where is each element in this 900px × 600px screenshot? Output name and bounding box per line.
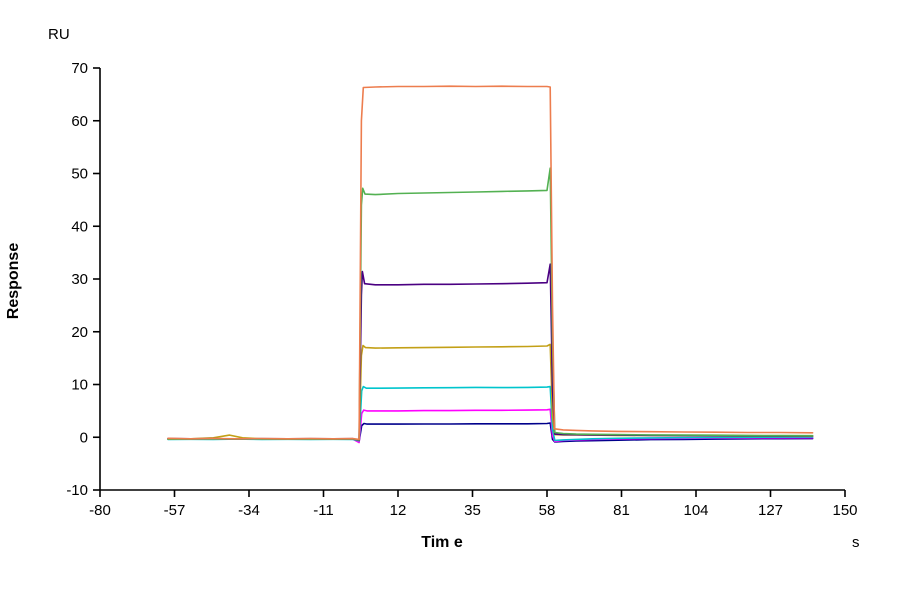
series-plateau-17-RU (167, 343, 814, 442)
y-tick-label: 50 (71, 166, 88, 183)
x-tick-label: 104 (683, 502, 708, 519)
x-axis-title: Tim e (421, 534, 463, 551)
x-tick-label: 81 (613, 502, 630, 519)
x-tick-label: 12 (390, 502, 407, 519)
y-tick-label: 20 (71, 324, 88, 341)
y-axis-unit-label: RU (48, 26, 70, 43)
x-tick-label: 127 (758, 502, 783, 519)
series-plateau-66.5-RU (167, 85, 814, 441)
x-axis-unit-label: s (852, 534, 860, 551)
series-plateau-46.5-RU (167, 167, 814, 441)
y-tick-label: 60 (71, 113, 88, 130)
x-tick-label: 35 (464, 502, 481, 519)
x-tick-label: 150 (832, 502, 857, 519)
x-tick-label: 58 (539, 502, 556, 519)
y-tick-label: 10 (71, 377, 88, 394)
y-axis-title: Response (5, 242, 22, 320)
x-tick-label: -34 (238, 502, 260, 519)
y-tick-label: -10 (66, 482, 88, 499)
y-tick-label: 70 (71, 60, 88, 77)
x-tick-label: -57 (164, 502, 186, 519)
x-tick-label: -11 (313, 502, 334, 519)
x-tick-label: -80 (89, 502, 111, 519)
y-tick-label: 40 (71, 218, 88, 235)
series-plateau-29-RU (167, 263, 814, 442)
y-tick-label: 30 (71, 271, 88, 288)
y-tick-label: 0 (80, 429, 88, 446)
